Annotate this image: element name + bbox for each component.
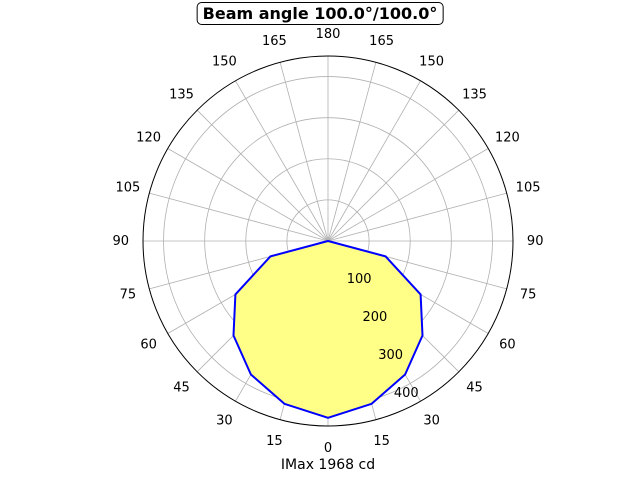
angle-tick-label: 30 [423,413,440,428]
angular-gridline [196,109,329,242]
angle-tick-label: 60 [499,338,516,353]
angular-gridline [327,192,507,242]
angle-tick-label: 105 [115,180,140,195]
chart-title: Beam angle 100.0°/100.0° [196,2,444,25]
angle-tick-label: 45 [173,381,190,396]
angular-gridline [167,148,329,242]
angle-tick-label: 45 [466,381,483,396]
radial-tick-label: 200 [363,310,388,325]
x-axis-label: IMax 1968 cd [280,457,376,473]
angular-gridline [327,148,489,242]
angle-tick-label: 15 [373,434,390,449]
radial-tick-label: 400 [394,386,419,401]
angle-tick-label: 90 [113,234,130,249]
angle-tick-label: 60 [140,338,157,353]
angle-tick-label: 120 [495,130,520,145]
angular-gridline [279,62,329,242]
angle-tick-label: 135 [462,88,487,103]
angle-tick-label: 180 [316,27,341,42]
angular-gridline [327,62,377,242]
angle-tick-label: 30 [216,413,233,428]
angle-tick-label: 15 [266,434,283,449]
angle-tick-label: 150 [212,55,237,70]
radial-tick-label: 100 [347,272,372,287]
angle-tick-label: 75 [520,288,537,303]
angle-tick-label: 120 [136,130,161,145]
angle-tick-label: 165 [369,34,394,49]
angle-tick-label: 0 [324,441,332,456]
angle-tick-label: 165 [262,34,287,49]
angular-gridline [149,192,329,242]
intensity-curve [232,240,424,419]
angular-gridline [327,109,460,242]
radial-tick-label: 300 [378,348,403,363]
labels: 0 15 30 45 60 75 90 105 120 135 150 165 180 165 150 135… [113,27,544,456]
polar-frame [142,55,514,427]
data-layer [142,55,514,427]
angle-tick-label: 150 [419,55,444,70]
angular-gridline [235,80,329,242]
angle-tick-label: 105 [516,180,541,195]
angle-tick-label: 90 [527,234,544,249]
angle-tick-label: 75 [120,288,137,303]
angular-gridline [327,80,421,242]
angle-tick-label: 135 [169,88,194,103]
